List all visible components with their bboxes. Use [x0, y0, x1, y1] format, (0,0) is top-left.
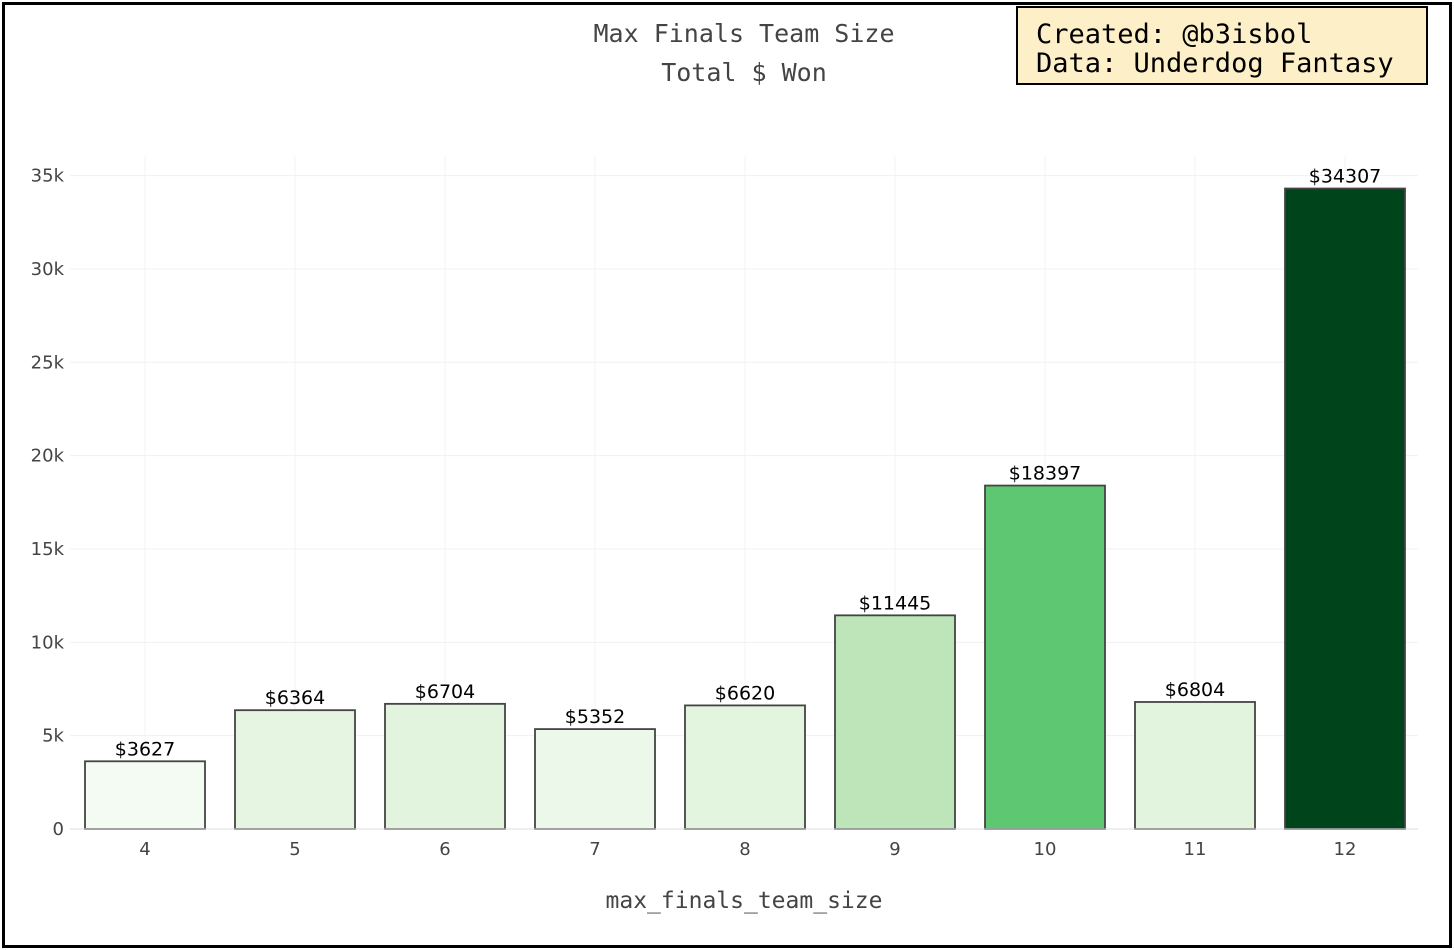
bar-11: [1134, 701, 1256, 830]
bar-4: [84, 760, 206, 830]
y-tick-label: 0: [53, 819, 64, 840]
y-tick-label: 25k: [31, 352, 65, 373]
data-label: $18397: [1009, 463, 1082, 485]
y-tick-label: 35k: [31, 166, 65, 187]
bars: [84, 187, 1406, 830]
title-line: Max Finals Team Size: [593, 19, 895, 48]
x-tick-label: 9: [889, 839, 900, 860]
data-label: $5352: [565, 706, 625, 728]
bar-9: [834, 614, 956, 830]
data-label: $11445: [859, 592, 932, 614]
bar-7: [534, 728, 656, 830]
data-label: $6620: [715, 682, 775, 704]
x-tick-label: 4: [139, 839, 150, 860]
x-tick-label: 6: [439, 839, 450, 860]
y-axis-ticks: 0 5k 10k 15k 20k 25k 30k 35k: [31, 166, 65, 840]
bar-5: [234, 709, 356, 830]
y-tick-label: 15k: [31, 539, 65, 560]
data-label: $6804: [1165, 679, 1225, 701]
created-by-text: Created: @b3isbol: [1036, 19, 1313, 50]
x-tick-label: 5: [289, 839, 300, 860]
y-tick-label: 10k: [31, 632, 65, 653]
data-labels: $3627 $6364 $6704 $5352 $6620 $11445 $18397 $68…: [115, 166, 1381, 761]
bar-8: [684, 704, 806, 830]
x-tick-label: 11: [1184, 839, 1207, 860]
x-tick-label: 8: [739, 839, 750, 860]
bar-10: [984, 484, 1106, 830]
subtitle-line: Total $ Won: [661, 58, 827, 87]
data-label: $34307: [1309, 166, 1382, 188]
x-axis-title: max_finals_team_size: [606, 888, 883, 914]
y-tick-label: 30k: [31, 259, 65, 280]
chart-title: Max Finals Team Size Total $ Won: [544, 14, 944, 92]
y-tick-label: 5k: [42, 726, 64, 747]
data-label: $6364: [265, 687, 325, 709]
x-tick-label: 12: [1334, 839, 1357, 860]
data-label: $3627: [115, 738, 175, 760]
x-tick-label: 7: [589, 839, 600, 860]
y-tick-label: 20k: [31, 446, 65, 467]
credit-box: Created: @b3isbol Data: Underdog Fantasy: [1016, 6, 1428, 85]
data-label: $6704: [415, 681, 475, 703]
bar-6: [384, 702, 506, 830]
bar-12: [1284, 187, 1406, 830]
data-source-text: Data: Underdog Fantasy: [1036, 48, 1394, 79]
x-axis-ticks: 4 5 6 7 8 9 10 11 12: [139, 839, 1356, 860]
x-tick-label: 10: [1034, 839, 1057, 860]
